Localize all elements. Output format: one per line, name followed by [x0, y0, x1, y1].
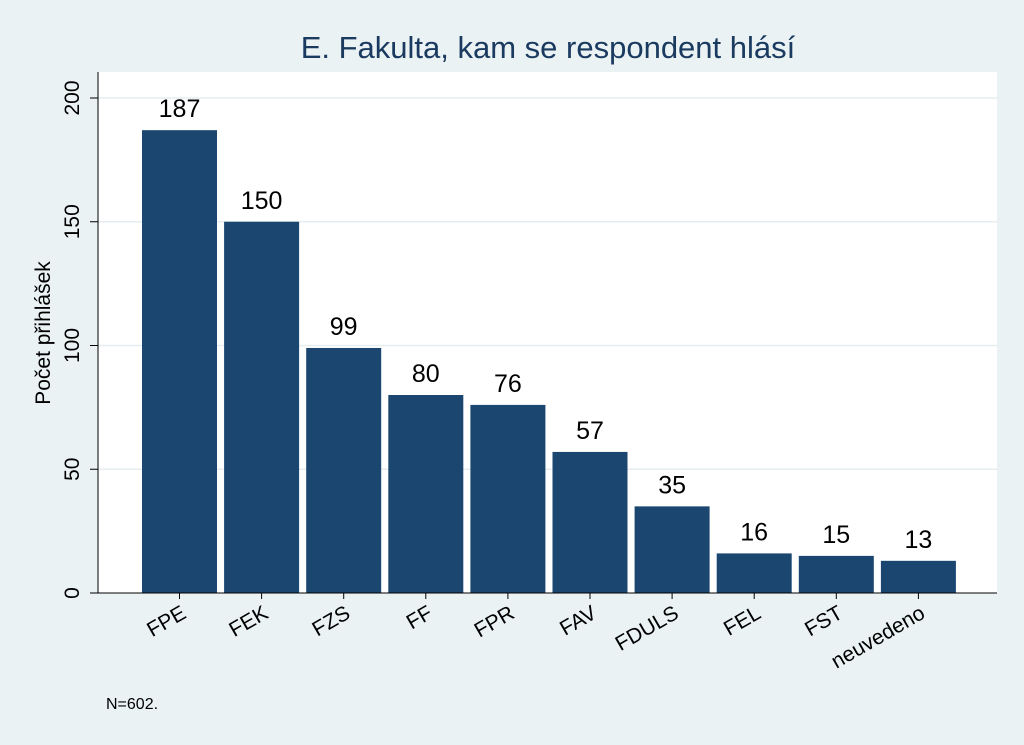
y-tick-label: 0: [61, 587, 84, 599]
bar-fel: [716, 553, 792, 593]
data-label: 57: [576, 417, 604, 445]
bars: [142, 130, 956, 594]
x-tick-label: FAV: [556, 601, 601, 640]
bar-fpe: [142, 130, 217, 594]
bar-fpr: [470, 404, 546, 593]
x-tick-label: FPR: [471, 601, 519, 642]
data-label: 35: [658, 471, 686, 499]
data-label: 16: [740, 518, 768, 546]
bar-fek: [224, 221, 300, 593]
bar-fst: [798, 555, 874, 593]
data-label: 76: [494, 370, 522, 398]
data-label: 187: [159, 95, 201, 123]
data-label: 150: [241, 187, 283, 215]
bar-neuvedeno: [880, 560, 956, 593]
data-label: 80: [412, 360, 440, 388]
y-tick-label: 200: [61, 80, 84, 115]
x-tick-label: FEK: [225, 601, 272, 641]
bar-fduls: [634, 506, 710, 593]
bar-fzs: [306, 347, 382, 593]
x-tick-label: FZS: [308, 601, 354, 641]
bar-ff: [388, 395, 464, 593]
y-tick-label: 50: [61, 458, 84, 481]
x-tick-label: FPE: [143, 601, 190, 641]
x-tick-label: FEL: [720, 601, 765, 640]
x-tick-label: neuvedeno: [827, 601, 929, 673]
y-tick-label: 100: [61, 328, 84, 363]
data-label: 13: [904, 526, 932, 554]
data-label: 99: [330, 313, 358, 341]
x-tick-label: FDULS: [611, 601, 682, 655]
x-tick-label: FST: [801, 601, 847, 641]
sample-size-note: N=602.: [106, 696, 158, 713]
data-labels: 187 150 99 80 76 57 35 16 15 13: [159, 95, 933, 554]
x-tick-label: FF: [403, 601, 437, 634]
y-tick-label: 150: [61, 204, 84, 239]
y-axis-label: Počet přihlášek: [32, 261, 55, 405]
chart-title: E. Fakulta, kam se respondent hlásí: [301, 30, 796, 65]
bar-fav: [552, 451, 628, 593]
y-axis-ticks: 0 50 100 150 200: [61, 80, 98, 599]
data-label: 15: [822, 521, 850, 549]
